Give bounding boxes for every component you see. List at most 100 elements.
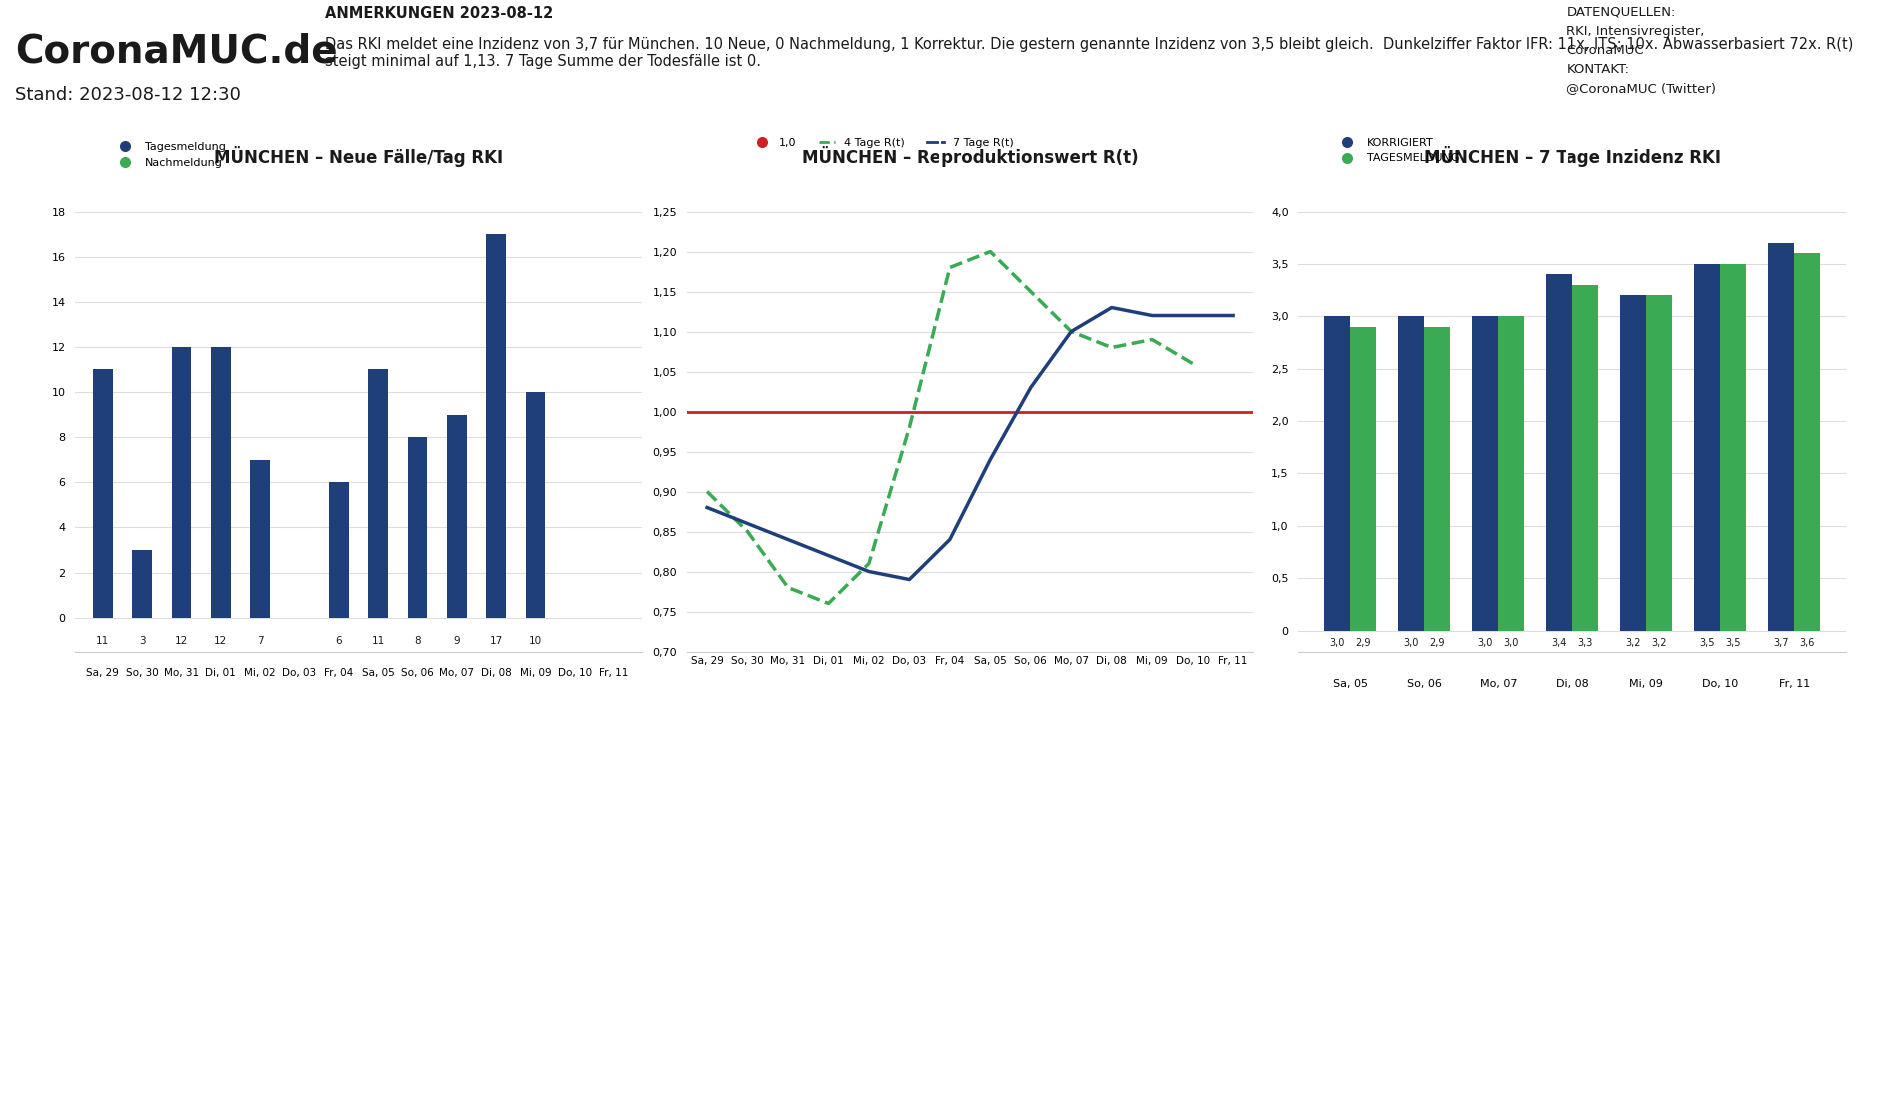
Text: 10: 10 — [528, 636, 541, 646]
Text: 3,0: 3,0 — [1504, 638, 1519, 648]
Text: 8: 8 — [414, 636, 421, 646]
Text: 9: 9 — [453, 636, 461, 646]
4 Tage R(t) — [1181, 357, 1203, 371]
Text: 12: 12 — [214, 636, 227, 646]
Text: 3,2: 3,2 — [1651, 638, 1668, 648]
Bar — [1769, 243, 1794, 631]
Text: Gesamt: 2.652: Gesamt: 2.652 — [423, 176, 517, 189]
Bar — [171, 347, 192, 617]
Text: 12: 12 — [175, 636, 188, 646]
Text: BESTÄTIGTE FÄLLE: BESTÄTIGTE FÄLLE — [96, 119, 218, 133]
Text: 3,5: 3,5 — [1700, 638, 1715, 648]
Legend: Tagesmeldung, Nachmeldung: Tagesmeldung, Nachmeldung — [109, 138, 229, 172]
4 Tage R(t) — [737, 525, 760, 538]
Bar — [132, 550, 152, 617]
Bar — [1720, 263, 1747, 631]
Bar — [329, 482, 348, 617]
Text: INZIDENZ RKI: INZIDENZ RKI — [1679, 119, 1769, 133]
Title: MÜNCHEN – Neue Fälle/Tag RKI: MÜNCHEN – Neue Fälle/Tag RKI — [214, 146, 504, 167]
Bar — [1472, 316, 1498, 631]
1,0 — [696, 405, 718, 418]
Bar — [408, 437, 427, 617]
4 Tage R(t) — [899, 421, 921, 434]
Text: Quelle: CoronaMUC: Quelle: CoronaMUC — [1350, 176, 1470, 189]
7 Tage R(t) — [1060, 325, 1083, 338]
Text: 3,3: 3,3 — [1577, 638, 1592, 648]
Text: Stand: 2023-08-12 12:30: Stand: 2023-08-12 12:30 — [15, 86, 241, 104]
1,0 — [737, 405, 760, 418]
Title: MÜNCHEN – Reproduktionswert R(t): MÜNCHEN – Reproduktionswert R(t) — [801, 146, 1139, 167]
Bar — [487, 234, 506, 617]
Text: DATENQUELLEN:
RKI, Intensivregister,
CoronaMUC
KONTAKT:
@CoronaMUC (Twitter): DATENQUELLEN: RKI, Intensivregister, Cor… — [1566, 6, 1716, 95]
Bar — [250, 460, 271, 617]
Text: DUNKELZIFFER FAKTOR: DUNKELZIFFER FAKTOR — [1019, 119, 1175, 133]
Bar — [1399, 316, 1425, 631]
4 Tage R(t) — [1100, 340, 1122, 354]
Text: 3,6: 3,6 — [1799, 638, 1814, 648]
Text: ANMERKUNGEN 2023-08-12: ANMERKUNGEN 2023-08-12 — [325, 6, 553, 21]
Bar — [1647, 296, 1671, 631]
7 Tage R(t) — [1222, 309, 1245, 323]
Text: TODESFÄLLE: TODESFÄLLE — [429, 119, 511, 133]
Text: +/-0: +/-0 — [842, 141, 901, 165]
Bar — [447, 415, 466, 617]
7 Tage R(t) — [1019, 381, 1042, 394]
Text: 3,0: 3,0 — [1404, 638, 1419, 648]
7 Tage R(t) — [776, 532, 799, 546]
7 Tage R(t) — [1100, 301, 1122, 315]
Text: Das RKI meldet eine Inzidenz von 3,7 für München. 10 Neue, 0 Nachmeldung, 1 Korr: Das RKI meldet eine Inzidenz von 3,7 für… — [325, 37, 1854, 69]
7 Tage R(t) — [938, 532, 961, 546]
Bar — [368, 369, 387, 617]
Bar — [92, 369, 113, 617]
Text: Di–Sa.*: Di–Sa.* — [447, 191, 493, 204]
Text: Gesamt: 721.931: Gesamt: 721.931 — [103, 176, 211, 189]
Text: 1: 1 — [773, 136, 795, 170]
Legend: KORRIGIERT, TAGESMELDUNG: KORRIGIERT, TAGESMELDUNG — [1331, 134, 1465, 167]
4 Tage R(t) — [938, 261, 961, 275]
Legend: 1,0, 4 Tage R(t), 7 Tage R(t): 1,0, 4 Tage R(t), 7 Tage R(t) — [748, 134, 1019, 153]
Text: 2,9: 2,9 — [1429, 638, 1446, 648]
Text: 3,7: 3,7 — [1694, 136, 1752, 170]
Text: 3,0: 3,0 — [1478, 638, 1493, 648]
Text: 7: 7 — [258, 636, 263, 646]
Bar — [1498, 316, 1525, 631]
4 Tage R(t) — [857, 557, 880, 570]
Text: 6: 6 — [335, 636, 342, 646]
Bar — [1547, 275, 1572, 631]
Text: CoronaMUC.de: CoronaMUC.de — [15, 32, 338, 70]
Text: 11: 11 — [372, 636, 385, 646]
Bar — [1425, 327, 1449, 631]
Bar — [1350, 327, 1376, 631]
Bar — [211, 347, 231, 617]
4 Tage R(t) — [1019, 285, 1042, 298]
Text: INTENSIVBETTENBELEGUNG: INTENSIVBETTENBELEGUNG — [690, 119, 876, 133]
7 Tage R(t) — [696, 501, 718, 514]
7 Tage R(t) — [818, 549, 840, 562]
7 Tage R(t) — [899, 573, 921, 586]
Text: Täglich: Täglich — [763, 193, 803, 203]
Bar — [1694, 263, 1720, 631]
Text: VERÄNDERUNG: VERÄNDERUNG — [827, 180, 914, 190]
Text: Di–Sa.*: Di–Sa.* — [1701, 191, 1747, 204]
7 Tage R(t) — [1181, 309, 1203, 323]
Text: MÜNCHEN: MÜNCHEN — [692, 180, 750, 190]
7 Tage R(t) — [979, 453, 1002, 466]
Bar — [526, 392, 545, 617]
Text: IFR/ITS/Abwasser basiert: IFR/ITS/Abwasser basiert — [1019, 176, 1175, 189]
Text: 3: 3 — [139, 636, 145, 646]
Bar — [1621, 296, 1647, 631]
Text: 3,0: 3,0 — [1329, 638, 1344, 648]
Text: +0: +0 — [444, 136, 496, 170]
Title: MÜNCHEN – 7 Tage Inzidenz RKI: MÜNCHEN – 7 Tage Inzidenz RKI — [1423, 146, 1720, 167]
7 Tage R(t) — [737, 517, 760, 530]
Text: +9: +9 — [132, 136, 182, 170]
Text: Täglich: Täglich — [1075, 191, 1119, 204]
Line: 7 Tage R(t): 7 Tage R(t) — [707, 308, 1233, 579]
Bar — [1572, 285, 1598, 631]
Text: Di–Sa.*: Di–Sa.* — [133, 191, 179, 204]
Text: 11/10/72: 11/10/72 — [1015, 136, 1179, 170]
Line: 4 Tage R(t): 4 Tage R(t) — [707, 251, 1192, 604]
7 Tage R(t) — [1141, 309, 1164, 323]
Text: * RKI Zahlen zu Inzidenz, Fallzahlen, Nachmeldungen und Todesfällen: Dienstag bi: * RKI Zahlen zu Inzidenz, Fallzahlen, Na… — [415, 1071, 1465, 1086]
Text: 3,5: 3,5 — [1726, 638, 1741, 648]
